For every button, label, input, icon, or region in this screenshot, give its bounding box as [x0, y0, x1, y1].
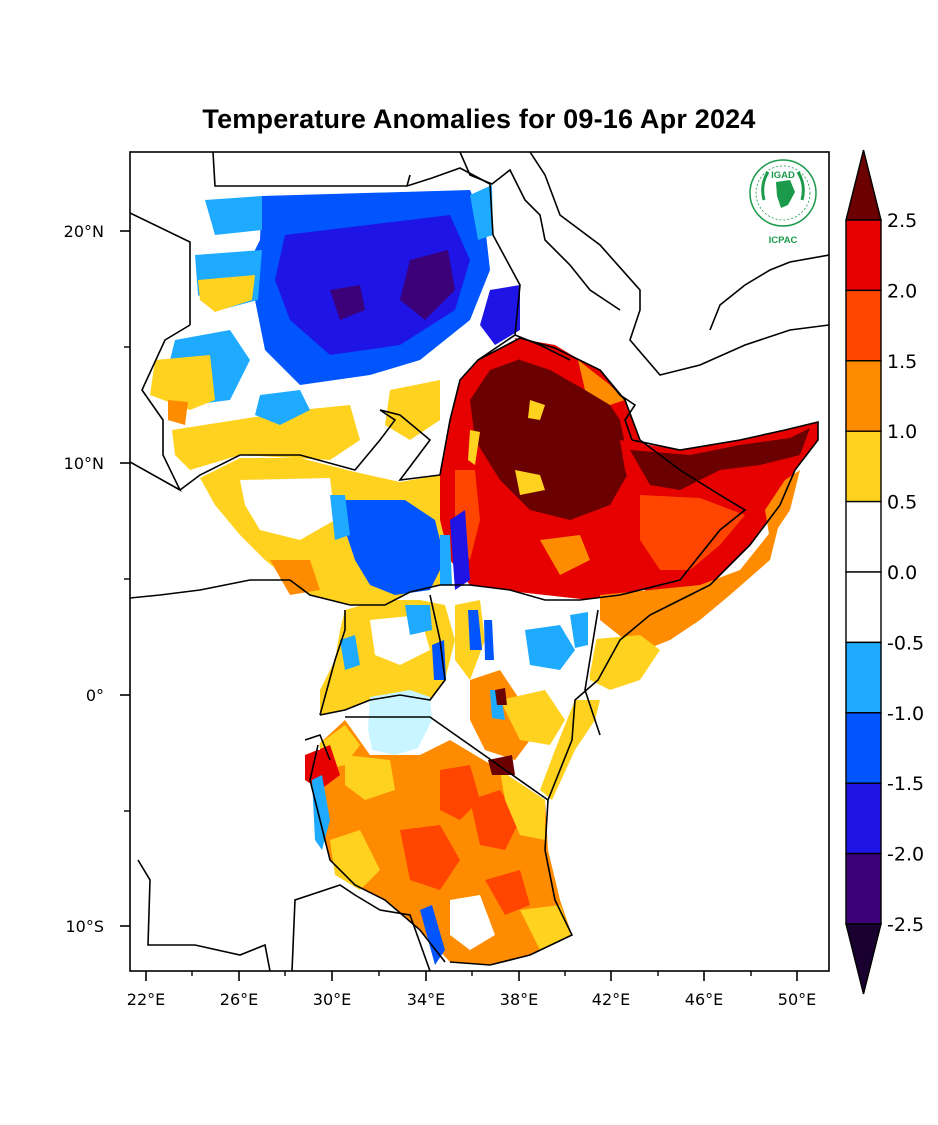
- colorbar-label: -2.0: [887, 844, 924, 866]
- ethiopia-maroon: [470, 352, 630, 520]
- colorbar-label: -0.5: [887, 632, 924, 654]
- colorbar-bin: [845, 289, 882, 362]
- logo-inner-ring: [755, 165, 811, 221]
- colorbar-label: 2.5: [887, 210, 917, 232]
- lat-tick-label: 0°: [86, 686, 104, 705]
- colorbar-label: -1.5: [887, 773, 924, 795]
- colorbar-label: 1.5: [887, 351, 917, 373]
- colorbar-bin: [845, 430, 882, 503]
- logo-igad-text: IGAD: [771, 170, 795, 181]
- anomaly-field: [142, 168, 818, 965]
- lon-tick-label: 50°E: [778, 990, 816, 1009]
- sudan-deep-blue: [275, 215, 470, 355]
- colorbar: 2.5 2.0 1.5 1.0 0.5 0.0 -0.5 -1.0 -1.5 -2.0 -2.5: [845, 149, 924, 995]
- south-sudan-blue: [340, 500, 445, 595]
- colorbar-bin: [845, 782, 882, 855]
- lon-tick-label: 42°E: [592, 990, 630, 1009]
- lon-tick-label: 38°E: [500, 990, 538, 1009]
- colorbar-bin: [845, 852, 882, 925]
- colorbar-label: -1.0: [887, 703, 924, 725]
- colorbar-label: 0.0: [887, 562, 917, 584]
- colorbar-bin: [845, 360, 882, 432]
- colorbar-bin: [845, 571, 882, 644]
- lon-tick-label: 26°E: [220, 990, 258, 1009]
- lon-tick-label: 22°E: [127, 990, 165, 1009]
- lake-victoria: [368, 690, 432, 755]
- colorbar-label: 1.0: [887, 421, 917, 443]
- igad-icpac-logo: IGAD ICPAC: [749, 159, 817, 246]
- map-frame: [129, 151, 830, 972]
- colorbar-bin: [845, 641, 882, 714]
- logo-africa-icon: [776, 180, 795, 208]
- colorbar-label: -2.5: [887, 914, 924, 936]
- somalia-maroon: [630, 428, 810, 490]
- colorbar-under-triangle: [845, 923, 882, 995]
- map-axes: 22°E 26°E 30°E 34°E 38°E 42°E 46°E 50°E 20°N 10°N…: [64, 222, 817, 1009]
- colorbar-bin: [845, 500, 882, 573]
- map-title: Temperature Anomalies for 09-16 Apr 2024: [202, 104, 756, 134]
- lat-tick-label: 20°N: [64, 222, 104, 241]
- lon-tick-label: 34°E: [407, 990, 445, 1009]
- colorbar-label: 0.5: [887, 492, 917, 514]
- lat-tick-label: 10°N: [64, 454, 104, 473]
- lon-tick-label: 30°E: [313, 990, 351, 1009]
- colorbar-bin: [845, 712, 882, 784]
- logo-icpac-text: ICPAC: [769, 235, 798, 246]
- colorbar-label: 2.0: [887, 280, 917, 302]
- lon-tick-label: 46°E: [685, 990, 723, 1009]
- colorbar-over-triangle: [845, 149, 882, 221]
- country-boundaries: [130, 152, 829, 971]
- colorbar-bin: [845, 219, 882, 292]
- logo-laurel: [761, 171, 805, 201]
- somalia-orange: [600, 520, 780, 650]
- lat-tick-label: 10°S: [65, 917, 104, 936]
